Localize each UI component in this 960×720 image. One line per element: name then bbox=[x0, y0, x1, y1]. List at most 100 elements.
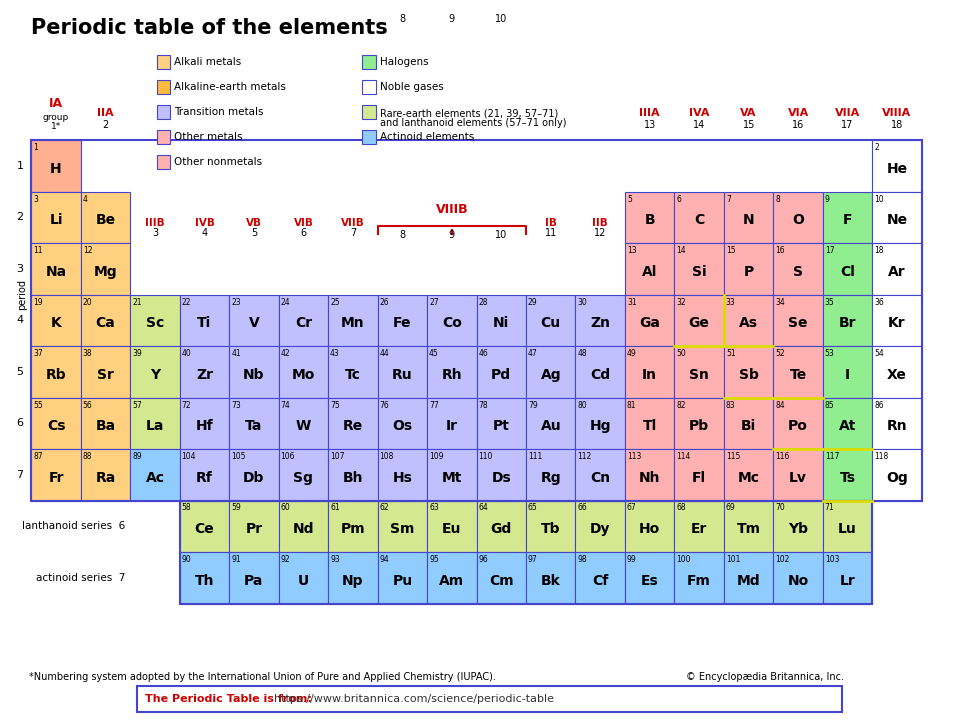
Text: Ba: Ba bbox=[95, 419, 115, 433]
Text: 114: 114 bbox=[677, 452, 691, 461]
Text: Rare-earth elements (21, 39, 57–71): Rare-earth elements (21, 39, 57–71) bbox=[380, 108, 559, 118]
Text: VIIIB: VIIIB bbox=[436, 203, 468, 216]
Bar bbox=[675, 192, 724, 243]
Text: 80: 80 bbox=[578, 400, 588, 410]
Text: Rg: Rg bbox=[540, 471, 561, 485]
Text: 78: 78 bbox=[478, 400, 488, 410]
Text: U: U bbox=[298, 574, 309, 588]
Bar bbox=[32, 192, 81, 243]
Text: F: F bbox=[843, 213, 852, 228]
Bar bbox=[328, 294, 377, 346]
Bar bbox=[774, 397, 823, 449]
Text: VIIB: VIIB bbox=[341, 218, 365, 228]
Bar bbox=[823, 346, 873, 397]
Text: Er: Er bbox=[691, 522, 708, 536]
Text: Y: Y bbox=[150, 368, 160, 382]
Text: Cl: Cl bbox=[840, 265, 855, 279]
Bar bbox=[180, 294, 229, 346]
Text: 73: 73 bbox=[231, 400, 241, 410]
Text: 26: 26 bbox=[379, 297, 389, 307]
Text: Br: Br bbox=[839, 316, 856, 330]
Text: 7: 7 bbox=[349, 228, 356, 238]
Bar bbox=[229, 294, 278, 346]
Text: 2: 2 bbox=[16, 212, 23, 222]
Text: 62: 62 bbox=[379, 503, 389, 513]
Text: Ge: Ge bbox=[688, 316, 709, 330]
Bar bbox=[363, 55, 376, 69]
Text: 3: 3 bbox=[34, 194, 38, 204]
Bar bbox=[724, 500, 774, 552]
Text: 117: 117 bbox=[825, 452, 839, 461]
Text: Bh: Bh bbox=[343, 471, 363, 485]
Text: 108: 108 bbox=[379, 452, 394, 461]
Text: 75: 75 bbox=[330, 400, 340, 410]
Text: S: S bbox=[793, 265, 804, 279]
Text: 15: 15 bbox=[726, 246, 735, 255]
Text: Halogens: Halogens bbox=[380, 57, 429, 67]
Text: C: C bbox=[694, 213, 705, 228]
Text: 116: 116 bbox=[776, 452, 790, 461]
Text: VIA: VIA bbox=[787, 108, 808, 118]
Bar bbox=[575, 397, 625, 449]
Bar bbox=[229, 346, 278, 397]
Bar bbox=[427, 397, 476, 449]
Text: 112: 112 bbox=[578, 452, 591, 461]
Text: 37: 37 bbox=[34, 349, 43, 358]
Text: 42: 42 bbox=[280, 349, 290, 358]
Text: 6: 6 bbox=[677, 194, 682, 204]
Bar bbox=[873, 192, 922, 243]
Text: Xe: Xe bbox=[887, 368, 907, 382]
Bar bbox=[575, 552, 625, 603]
Bar bbox=[180, 397, 229, 449]
Text: 9: 9 bbox=[448, 14, 455, 24]
Text: Ar: Ar bbox=[888, 265, 906, 279]
Bar bbox=[377, 449, 427, 500]
Bar bbox=[328, 500, 377, 552]
Text: 17: 17 bbox=[841, 120, 853, 130]
Text: VIB: VIB bbox=[294, 218, 313, 228]
Text: Og: Og bbox=[886, 471, 908, 485]
Bar bbox=[32, 397, 81, 449]
Bar bbox=[774, 243, 823, 294]
Text: 106: 106 bbox=[280, 452, 295, 461]
Text: He: He bbox=[886, 162, 907, 176]
Text: Rb: Rb bbox=[46, 368, 66, 382]
Text: 99: 99 bbox=[627, 555, 636, 564]
Bar bbox=[476, 500, 526, 552]
Text: 24: 24 bbox=[280, 297, 290, 307]
Text: 4: 4 bbox=[202, 228, 207, 238]
Text: Cd: Cd bbox=[590, 368, 611, 382]
Text: 1: 1 bbox=[34, 143, 38, 152]
Text: Pd: Pd bbox=[492, 368, 512, 382]
Bar bbox=[526, 346, 575, 397]
Bar bbox=[526, 500, 575, 552]
Bar bbox=[156, 105, 171, 119]
Text: Rf: Rf bbox=[196, 471, 213, 485]
Text: 92: 92 bbox=[280, 555, 290, 564]
Text: 3: 3 bbox=[152, 228, 158, 238]
Text: Tb: Tb bbox=[541, 522, 561, 536]
Text: Zn: Zn bbox=[590, 316, 611, 330]
Text: V: V bbox=[249, 316, 259, 330]
Text: P: P bbox=[743, 265, 754, 279]
Text: 31: 31 bbox=[627, 297, 636, 307]
Text: https://www.britannica.com/science/periodic-table: https://www.britannica.com/science/perio… bbox=[275, 694, 554, 704]
Text: Sm: Sm bbox=[390, 522, 415, 536]
Text: 45: 45 bbox=[429, 349, 439, 358]
Text: Kr: Kr bbox=[888, 316, 906, 330]
Text: 5: 5 bbox=[627, 194, 632, 204]
Bar bbox=[774, 346, 823, 397]
Bar bbox=[526, 294, 575, 346]
Text: Pr: Pr bbox=[246, 522, 262, 536]
Text: Sn: Sn bbox=[689, 368, 709, 382]
Bar bbox=[81, 243, 131, 294]
Bar bbox=[625, 346, 675, 397]
Text: Tc: Tc bbox=[345, 368, 361, 382]
Text: The Periodic Table is from:: The Periodic Table is from: bbox=[145, 694, 312, 704]
Text: 20: 20 bbox=[83, 297, 92, 307]
Bar bbox=[724, 346, 774, 397]
Text: 111: 111 bbox=[528, 452, 542, 461]
Text: H: H bbox=[50, 162, 61, 176]
Text: Sc: Sc bbox=[146, 316, 164, 330]
Text: Ce: Ce bbox=[195, 522, 214, 536]
